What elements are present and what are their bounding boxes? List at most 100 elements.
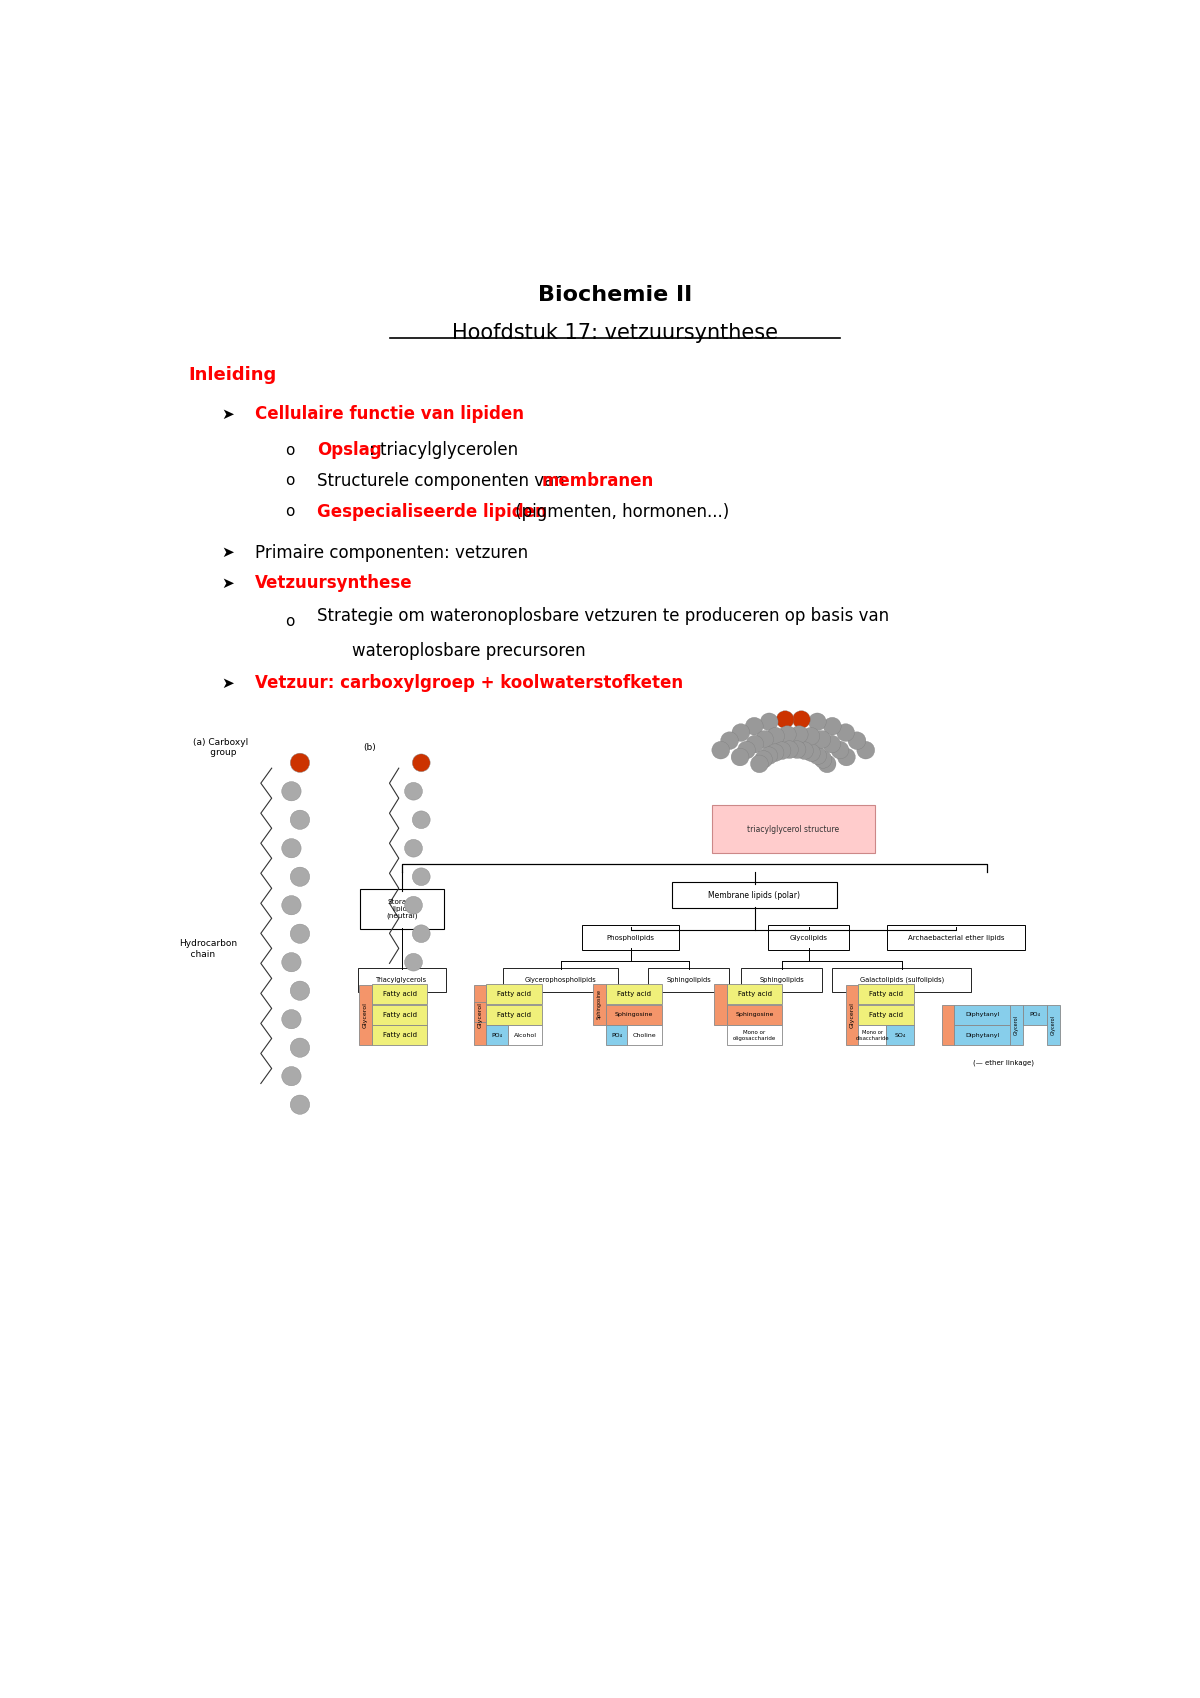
FancyBboxPatch shape <box>768 925 850 949</box>
Text: Cellulaire functie van lipiden: Cellulaire functie van lipiden <box>254 404 523 423</box>
Text: ➤: ➤ <box>221 545 234 560</box>
Circle shape <box>282 781 301 801</box>
Circle shape <box>404 839 422 857</box>
Circle shape <box>809 747 827 764</box>
Circle shape <box>738 742 756 759</box>
Circle shape <box>290 810 310 829</box>
Circle shape <box>404 783 422 800</box>
Text: Inleiding: Inleiding <box>188 367 277 384</box>
Circle shape <box>838 749 856 766</box>
Text: (— ether linkage): (— ether linkage) <box>973 1060 1034 1066</box>
Circle shape <box>290 981 310 1000</box>
Circle shape <box>290 754 310 773</box>
Circle shape <box>779 725 797 744</box>
Text: o: o <box>284 474 294 489</box>
Text: Biochemie II: Biochemie II <box>538 285 692 304</box>
Text: Glycerol: Glycerol <box>1051 1015 1056 1036</box>
Text: ➤: ➤ <box>221 676 234 691</box>
Text: SO₄: SO₄ <box>894 1032 906 1037</box>
Bar <box>486 1026 508 1046</box>
Text: PO₄: PO₄ <box>492 1032 503 1037</box>
Circle shape <box>756 730 774 749</box>
Bar <box>1022 1005 1048 1024</box>
Circle shape <box>812 730 830 749</box>
Bar <box>606 1005 661 1024</box>
Bar <box>372 1026 427 1046</box>
Text: Fatty acid: Fatty acid <box>738 990 772 997</box>
Text: Sphingosine: Sphingosine <box>736 1012 774 1017</box>
Text: Diphytanyl: Diphytanyl <box>965 1012 1000 1017</box>
FancyBboxPatch shape <box>887 925 1025 949</box>
Text: Glycolipids: Glycolipids <box>790 934 828 941</box>
Circle shape <box>823 735 840 752</box>
Text: Mono or
disaccharide: Mono or disaccharide <box>856 1031 889 1041</box>
Text: Sphingosine: Sphingosine <box>598 990 602 1019</box>
FancyBboxPatch shape <box>672 883 838 908</box>
Circle shape <box>832 742 848 759</box>
Text: Fatty acid: Fatty acid <box>383 1012 416 1017</box>
Text: Fatty acid: Fatty acid <box>383 1032 416 1039</box>
Circle shape <box>750 756 768 773</box>
Text: Membrane lipids (polar): Membrane lipids (polar) <box>708 891 800 900</box>
Circle shape <box>803 744 821 761</box>
Text: (a) Carboxyl
      group: (a) Carboxyl group <box>193 737 248 757</box>
Text: PO₄: PO₄ <box>1030 1012 1040 1017</box>
Circle shape <box>776 711 794 728</box>
Text: PO₄: PO₄ <box>611 1032 622 1037</box>
Bar <box>606 1026 628 1046</box>
Circle shape <box>282 895 301 915</box>
Text: Opslag: Opslag <box>317 441 382 458</box>
Bar <box>508 1026 542 1046</box>
Bar <box>858 1005 914 1024</box>
Circle shape <box>788 740 806 759</box>
Text: ➤: ➤ <box>221 406 234 421</box>
Circle shape <box>282 1010 301 1029</box>
Text: Triacylglycerols: Triacylglycerols <box>377 976 427 983</box>
Circle shape <box>857 742 875 759</box>
Circle shape <box>413 812 430 829</box>
Text: (b): (b) <box>364 744 376 752</box>
Circle shape <box>282 1066 301 1085</box>
Text: Sphingolipids: Sphingolipids <box>666 976 710 983</box>
FancyBboxPatch shape <box>503 968 618 992</box>
Circle shape <box>761 713 778 730</box>
Bar <box>714 983 727 1024</box>
Circle shape <box>802 727 820 745</box>
Bar <box>727 1026 782 1046</box>
Circle shape <box>732 723 750 742</box>
Text: Fatty acid: Fatty acid <box>497 1012 532 1017</box>
Circle shape <box>712 742 730 759</box>
Circle shape <box>836 723 854 742</box>
FancyBboxPatch shape <box>833 968 971 992</box>
Bar <box>858 983 914 1004</box>
Text: Hoofdstuk 17: vetzuursynthese: Hoofdstuk 17: vetzuursynthese <box>452 323 778 343</box>
Circle shape <box>721 732 738 749</box>
Text: Gespecialiseerde lipiden: Gespecialiseerde lipiden <box>317 503 546 521</box>
Text: Fatty acid: Fatty acid <box>617 990 650 997</box>
Bar <box>486 983 542 1004</box>
Text: Glycerol: Glycerol <box>850 1002 854 1027</box>
Text: Glycerol: Glycerol <box>1014 1015 1019 1036</box>
Text: Choline: Choline <box>632 1032 656 1037</box>
FancyBboxPatch shape <box>582 925 678 949</box>
Text: Structurele componenten van: Structurele componenten van <box>317 472 570 491</box>
Text: Fatty acid: Fatty acid <box>869 1012 904 1017</box>
Circle shape <box>413 925 430 942</box>
Circle shape <box>823 717 841 735</box>
Text: ➤: ➤ <box>221 576 234 591</box>
Bar <box>858 1026 887 1046</box>
Bar <box>942 1005 954 1046</box>
Text: Sphingolipids: Sphingolipids <box>760 976 804 983</box>
Circle shape <box>282 839 301 857</box>
Text: Storage
lipids
(neutral): Storage lipids (neutral) <box>386 898 418 919</box>
Bar <box>474 985 486 1046</box>
Circle shape <box>404 897 422 914</box>
Bar <box>593 983 606 1024</box>
Text: Galactolipids (sulfolipids): Galactolipids (sulfolipids) <box>859 976 944 983</box>
Text: Fatty acid: Fatty acid <box>383 990 416 997</box>
Circle shape <box>792 711 810 728</box>
Text: : triacylglycerolen: : triacylglycerolen <box>370 441 518 458</box>
Circle shape <box>767 727 785 745</box>
Bar <box>486 1005 542 1024</box>
Text: Fatty acid: Fatty acid <box>869 990 904 997</box>
